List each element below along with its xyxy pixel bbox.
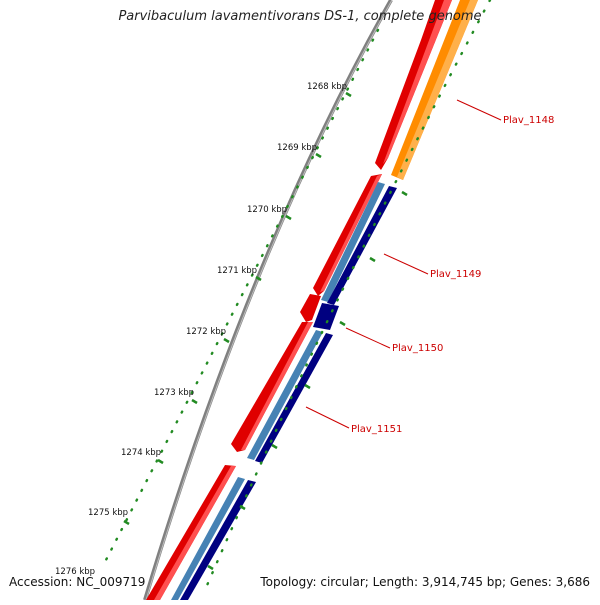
- tick-mark: [123, 519, 130, 526]
- navy-segment: [180, 480, 256, 600]
- tick-mark: [304, 383, 311, 390]
- gene-label-leader: [345, 327, 391, 349]
- gene-label-leader: [456, 99, 502, 121]
- tick-label: 1269 kbp: [277, 143, 317, 153]
- steel-segment: [321, 182, 385, 302]
- tick-mark: [315, 152, 322, 159]
- accession-label: Accession: NC_009719: [9, 575, 146, 589]
- tick-mark: [239, 504, 246, 511]
- tick-label: 1276 kbp: [55, 567, 95, 577]
- gene-label-plav-1151[interactable]: Plav_1151: [351, 424, 402, 435]
- genome-backbone: [143, 0, 393, 601]
- tick-label: 1268 kbp: [307, 82, 347, 92]
- tick-mark: [207, 564, 214, 571]
- tick-mark: [271, 443, 278, 450]
- tick-mark: [255, 275, 262, 282]
- tick-mark: [191, 398, 198, 405]
- tick-label: 1273 kbp: [154, 388, 194, 398]
- tick-mark: [157, 458, 164, 465]
- tick-marks: [123, 91, 408, 571]
- tick-mark: [285, 214, 292, 221]
- tick-mark: [345, 91, 352, 98]
- tick-label: 1271 kbp: [217, 266, 257, 276]
- gene-label-leader: [383, 253, 429, 275]
- navy-segment: [313, 303, 339, 330]
- navy-track: [180, 186, 397, 600]
- tick-label: 1275 kbp: [88, 508, 128, 518]
- tick-label: 1272 kbp: [186, 327, 226, 337]
- gene-label-plav-1148[interactable]: Plav_1148: [503, 115, 554, 126]
- cds-segment: [300, 294, 321, 322]
- gene-label-plav-1149[interactable]: Plav_1149: [430, 269, 481, 280]
- tick-mark: [339, 320, 346, 327]
- tick-mark: [369, 256, 376, 263]
- tick-label: 1270 kbp: [247, 205, 287, 215]
- tick-mark: [223, 337, 230, 344]
- steel-segment: [171, 477, 245, 600]
- cds-track-forward: [146, 0, 452, 600]
- navy-segment: [255, 333, 333, 463]
- tick-label: 1274 kbp: [121, 448, 161, 458]
- navy-segment: [327, 186, 397, 305]
- gene-label-plav-1150[interactable]: Plav_1150: [392, 343, 443, 354]
- tick-mark: [401, 190, 408, 197]
- genome-title: Parvibaculum lavamentivorans DS-1, compl…: [118, 9, 482, 24]
- genome-summary: Topology: circular; Length: 3,914,745 bp…: [260, 575, 590, 589]
- steel-track: [171, 182, 385, 600]
- gene-label-leader: [305, 406, 350, 429]
- steel-segment: [247, 330, 323, 460]
